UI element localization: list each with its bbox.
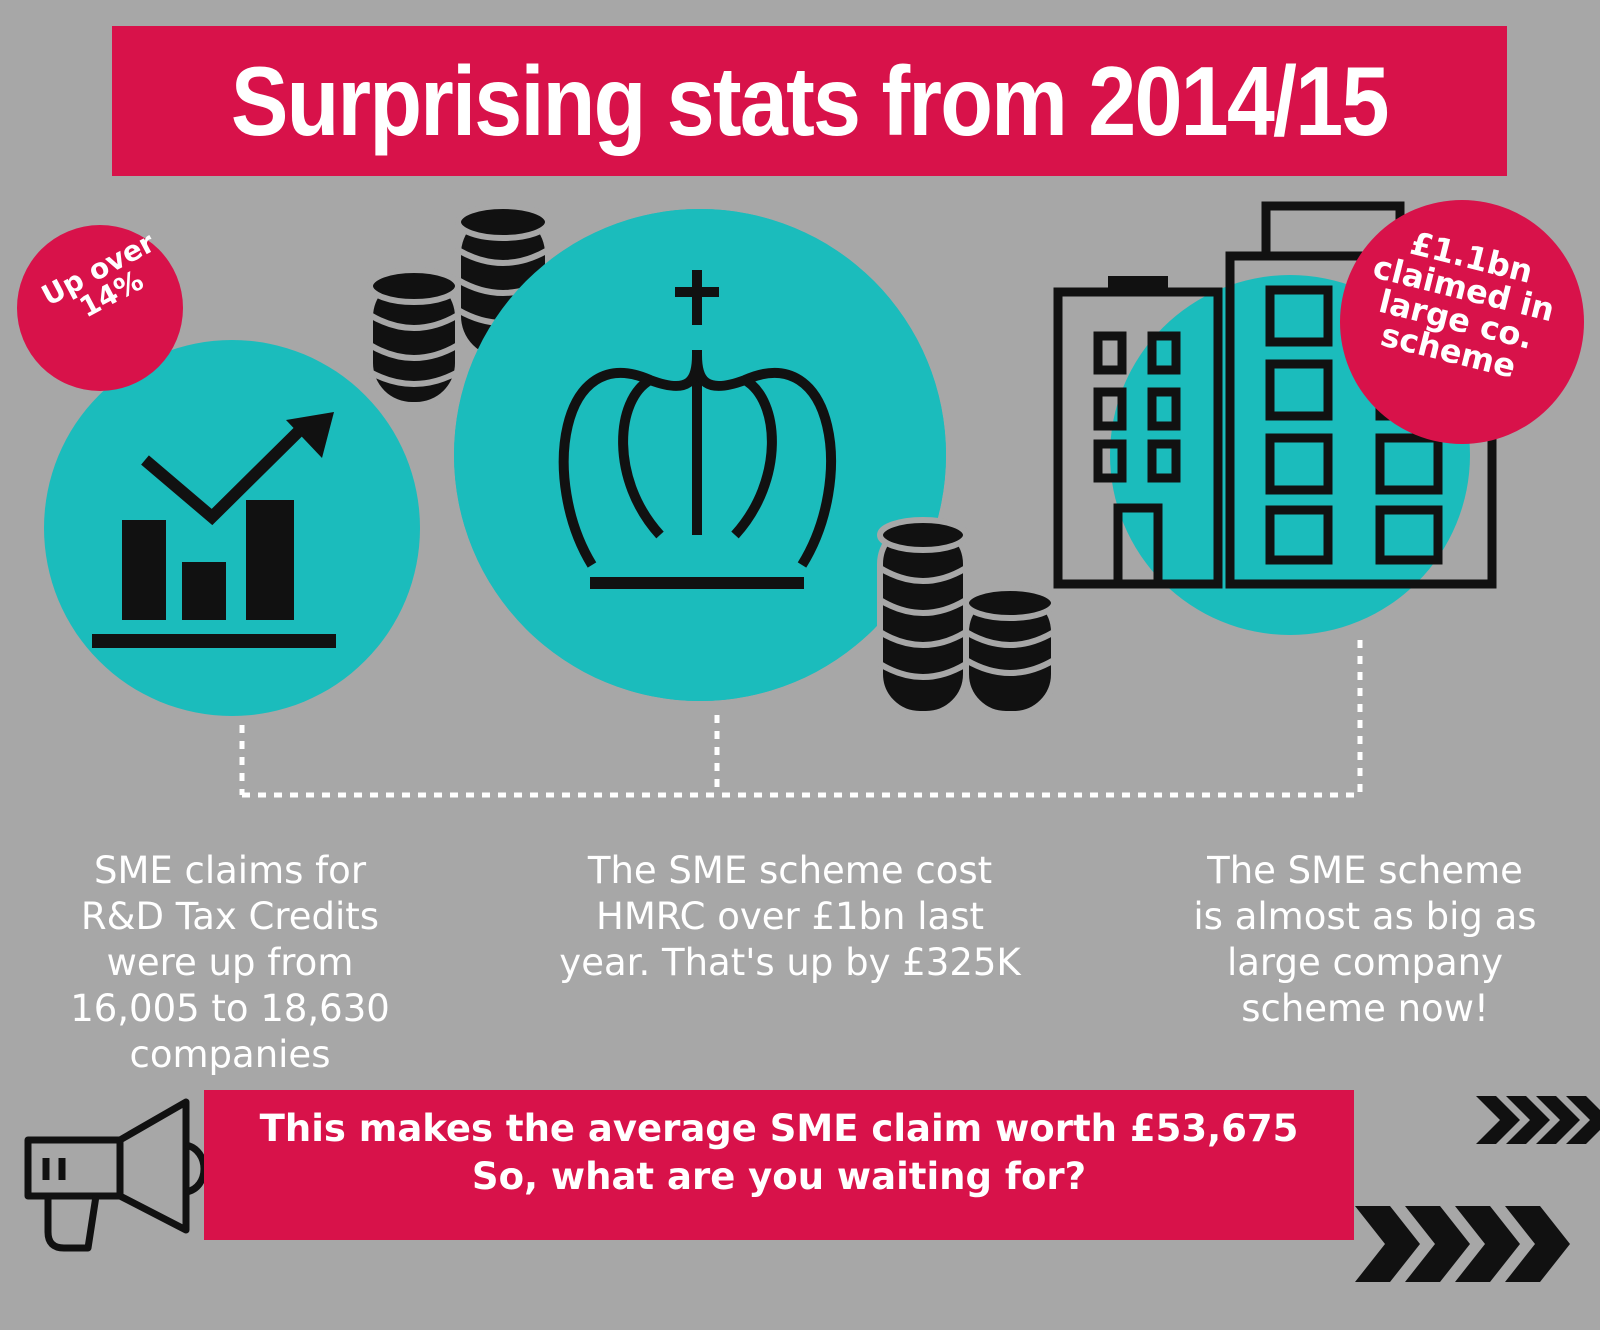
badge-right [1340,200,1584,444]
title-banner: Surprising stats from 2014/15 [112,26,1507,176]
caption-scheme-size: The SME scheme is almost as big as large… [1193,849,1537,1030]
caption-scheme-cost: The SME scheme cost HMRC over £1bn last … [559,849,1021,984]
dotted-connector [239,640,1363,798]
page-title: Surprising stats from 2014/15 [231,45,1390,156]
badge-left [17,225,183,391]
cta-banner [204,1090,1354,1240]
caption-sme-claims: SME claims for R&D Tax Credits were up f… [70,849,390,1076]
coin-stack-icon [877,517,1057,717]
chevron-arrows-icon [1355,1096,1600,1282]
teal-circle-left [44,340,420,716]
crown-icon [558,270,837,589]
growth-chart-icon [92,412,336,648]
cta-text: This makes the average SME claim worth £… [259,1107,1299,1198]
megaphone-icon [24,1098,208,1252]
